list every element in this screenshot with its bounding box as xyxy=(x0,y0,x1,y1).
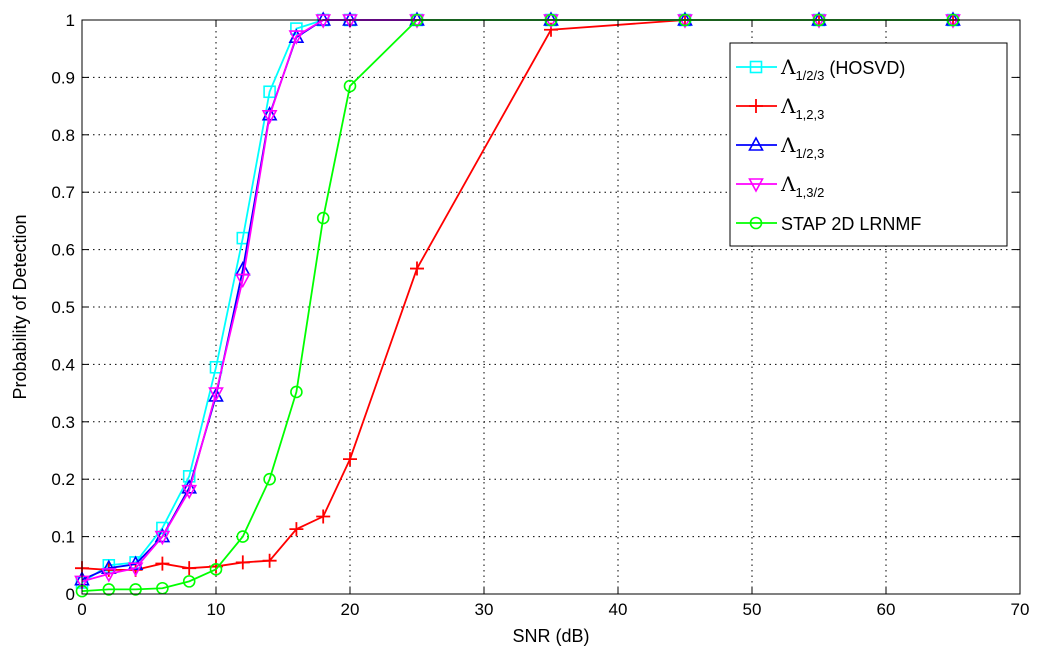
legend-label: STAP 2D LRNMF xyxy=(781,214,921,234)
y-tick-label: 0.2 xyxy=(51,470,75,489)
x-tick-label: 30 xyxy=(475,600,494,619)
data-point xyxy=(315,11,332,26)
y-tick-label: 0.8 xyxy=(51,126,75,145)
y-tick-label: 0.7 xyxy=(51,183,75,202)
legend-marker xyxy=(749,99,763,113)
data-point xyxy=(316,211,330,225)
data-point xyxy=(181,484,198,500)
x-tick-label: 20 xyxy=(341,600,360,619)
data-point xyxy=(290,385,303,399)
plot-frame xyxy=(81,19,1021,595)
y-tick-label: 0.1 xyxy=(51,528,75,547)
data-point xyxy=(343,79,357,93)
legend-entry: Λ1,2,3 xyxy=(736,94,824,122)
legend-label: Λ1/2/3 (HOSVD) xyxy=(780,55,905,83)
y-tick-label: 0.4 xyxy=(51,355,75,374)
y-axis-label: Probability of Detection xyxy=(10,214,30,399)
data-point xyxy=(290,22,303,35)
data-point xyxy=(100,568,117,583)
y-tick-label: 0 xyxy=(66,585,75,604)
x-tick-label: 60 xyxy=(877,600,896,619)
legend-label: Λ1/2,3 xyxy=(780,133,824,161)
x-axis-label: SNR (dB) xyxy=(512,626,589,646)
data-point xyxy=(342,14,358,29)
legend-entry: STAP 2D LRNMF xyxy=(736,214,921,234)
legend: Λ1/2/3 (HOSVD) Λ1,2,3 Λ1/2,3 Λ1,3/2 STAP 2D … xyxy=(729,42,1008,247)
legend-entry: Λ1/2,3 xyxy=(736,133,824,161)
data-point xyxy=(182,575,196,588)
legend-entry: Λ1,3/2 xyxy=(736,172,824,200)
data-point xyxy=(263,472,276,486)
data-point xyxy=(154,530,171,546)
x-tick-label: 50 xyxy=(743,600,762,619)
legend-marker xyxy=(748,178,764,193)
y-tick-label: 0.3 xyxy=(51,413,75,432)
y-tick-label: 0.6 xyxy=(51,241,75,260)
data-point xyxy=(316,509,331,524)
data-point xyxy=(410,261,424,276)
legend-entry: Λ1/2/3 (HOSVD) xyxy=(736,55,905,83)
legend-marker xyxy=(749,216,763,230)
data-point xyxy=(288,30,305,45)
data-point xyxy=(235,555,250,570)
x-tick-label: 40 xyxy=(609,600,628,619)
data-point xyxy=(263,85,276,99)
data-point xyxy=(343,452,357,467)
legend-marker xyxy=(749,60,763,74)
data-point xyxy=(155,556,170,571)
x-tick-label: 70 xyxy=(1011,600,1030,619)
y-tick-labels: 0 0.1 0.2 0.3 0.4 0.5 0.6 0.7 0.8 0.9 1 xyxy=(51,11,75,604)
x-tick-labels: 0 10 20 30 40 50 60 70 xyxy=(77,600,1029,619)
legend-label: Λ1,3/2 xyxy=(780,172,824,200)
legend-label: Λ1,2,3 xyxy=(780,94,824,122)
data-point xyxy=(261,110,278,125)
y-tick-label: 0.5 xyxy=(51,298,75,317)
data-point xyxy=(315,14,332,29)
data-point xyxy=(208,387,224,402)
axes xyxy=(81,19,1021,595)
x-tick-label: 10 xyxy=(207,600,226,619)
data-point xyxy=(289,522,304,537)
data-point xyxy=(181,479,198,494)
data-point xyxy=(262,553,277,568)
data-point xyxy=(154,527,171,543)
data-point xyxy=(234,273,251,289)
data-point xyxy=(182,561,197,576)
x-tick-label: 0 xyxy=(77,600,86,619)
data-point xyxy=(209,563,223,576)
legend-marker xyxy=(748,136,764,151)
data-point xyxy=(102,583,116,596)
data-point xyxy=(127,562,144,577)
data-point xyxy=(236,530,250,543)
y-tick-label: 1 xyxy=(66,11,75,30)
y-tick-label: 0.9 xyxy=(51,68,75,87)
data-point xyxy=(129,583,142,596)
